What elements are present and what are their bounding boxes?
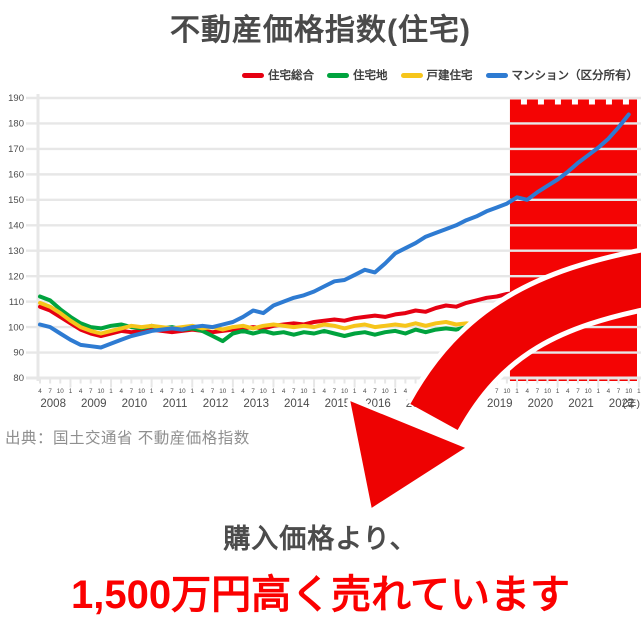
y-tick-label: 190 [8, 93, 24, 104]
y-tick-label: 110 [9, 297, 24, 308]
source-caption: 出典：国土交通省 不動産価格指数 [5, 430, 250, 447]
x-month-label: 4 [607, 388, 611, 395]
x-year-label: 2012 [203, 398, 229, 410]
x-month-label: 7 [292, 388, 296, 395]
x-month-label: 10 [219, 388, 227, 395]
x-month-label: 7 [130, 388, 134, 395]
x-month-label: 1 [150, 388, 154, 395]
x-year-label: 2008 [40, 398, 66, 410]
x-year-label: 2021 [568, 398, 594, 410]
x-month-label: 1 [515, 388, 519, 395]
x-month-label: 4 [79, 388, 83, 395]
y-tick-label: 160 [8, 170, 24, 181]
x-month-label: 1 [109, 388, 113, 395]
x-year-label: 2010 [122, 398, 148, 410]
chart-legend: 住宅総合 住宅地 戸建住宅 マンション（区分所有） [242, 67, 638, 83]
x-year-label: 2009 [81, 398, 107, 410]
x-month-label: 4 [525, 388, 529, 395]
x-year-label: 2022 [609, 398, 635, 410]
x-month-label: 4 [241, 388, 245, 395]
x-year-label: 2020 [528, 398, 554, 410]
x-month-label: 4 [282, 388, 286, 395]
y-tick-label: 170 [8, 144, 24, 155]
x-month-label: 4 [363, 388, 367, 395]
x-month-label: 1 [312, 388, 316, 395]
y-tick-label: 120 [8, 271, 24, 282]
y-tick-label: 140 [8, 220, 24, 231]
x-month-label: 7 [333, 388, 337, 395]
y-tick-label: 100 [8, 322, 24, 333]
x-month-label: 10 [585, 388, 593, 395]
annotation-arrow-head [350, 401, 466, 508]
x-month-label: 1 [231, 388, 235, 395]
x-month-label: 1 [637, 388, 641, 395]
legend-swatch-blue [485, 72, 508, 78]
x-year-label: 2015 [325, 398, 351, 410]
x-month-label: 4 [404, 388, 408, 395]
x-month-label: 1 [393, 388, 397, 395]
x-month-label: 4 [566, 388, 570, 395]
y-tick-label: 80 [13, 373, 24, 384]
x-month-label: 10 [625, 388, 633, 395]
page-title: 不動産価格指数(住宅) [170, 14, 471, 47]
x-month-label: 7 [373, 388, 377, 395]
x-month-label: 1 [353, 388, 357, 395]
y-tick-label: 90 [13, 348, 24, 359]
x-month-label: 7 [89, 388, 93, 395]
x-month-label: 1 [190, 388, 194, 395]
x-month-label: 10 [544, 388, 552, 395]
x-month-label: 10 [138, 388, 146, 395]
x-month-label: 10 [300, 388, 308, 395]
x-month-label: 10 [57, 388, 65, 395]
x-month-label: 4 [160, 388, 164, 395]
y-tick-label: 130 [8, 246, 24, 257]
x-month-label: 7 [48, 388, 52, 395]
x-month-label: 10 [382, 388, 390, 395]
legend-item-mansion: マンション（区分所有） [485, 67, 639, 83]
x-month-label: 10 [341, 388, 349, 395]
x-month-label: 1 [596, 388, 600, 395]
x-month-label: 7 [495, 388, 499, 395]
message-line-2: 1,500万円高く売れています [71, 573, 570, 617]
x-month-label: 7 [617, 388, 621, 395]
x-month-label: 1 [556, 388, 560, 395]
message-line-1: 購入価格より、 [223, 524, 418, 554]
legend-item-kodate: 戸建住宅 [400, 67, 473, 83]
x-month-label: 10 [97, 388, 105, 395]
x-axis-unit-label: (年) [623, 397, 641, 410]
legend-item-jutaku-sogo: 住宅総合 [242, 67, 314, 83]
x-month-label: 4 [201, 388, 205, 395]
x-month-label: 4 [322, 388, 326, 395]
x-year-label: 2014 [284, 398, 310, 410]
x-year-label: 2011 [163, 398, 188, 410]
legend-swatch-yellow [400, 72, 423, 78]
legend-label: マンション（区分所有） [511, 70, 639, 82]
series-line-mansion [38, 112, 631, 350]
legend-swatch-red [242, 72, 264, 78]
x-month-label: 10 [503, 388, 511, 395]
x-month-label: 7 [251, 388, 255, 395]
x-month-label: 7 [536, 388, 540, 395]
x-month-label: 1 [69, 388, 73, 395]
legend-label: 住宅総合 [268, 70, 314, 82]
legend-swatch-green [327, 72, 349, 78]
x-year-label: 2019 [487, 398, 513, 410]
x-month-label: 4 [119, 388, 123, 395]
y-tick-label: 180 [8, 119, 24, 130]
y-tick-label: 150 [8, 195, 24, 206]
x-month-label: 7 [211, 388, 215, 395]
legend-item-jutakuchi: 住宅地 [327, 67, 388, 83]
legend-label: 住宅地 [353, 70, 388, 82]
annotation-arrow-shaft [410, 252, 641, 431]
x-month-label: 10 [179, 388, 187, 395]
x-month-label: 10 [260, 388, 268, 395]
x-month-label: 7 [170, 388, 174, 395]
x-year-label: 2013 [243, 398, 269, 410]
x-month-label: 1 [272, 388, 276, 395]
x-month-label: 7 [576, 388, 580, 395]
legend-label: 戸建住宅 [426, 70, 473, 82]
x-month-label: 4 [38, 388, 42, 395]
